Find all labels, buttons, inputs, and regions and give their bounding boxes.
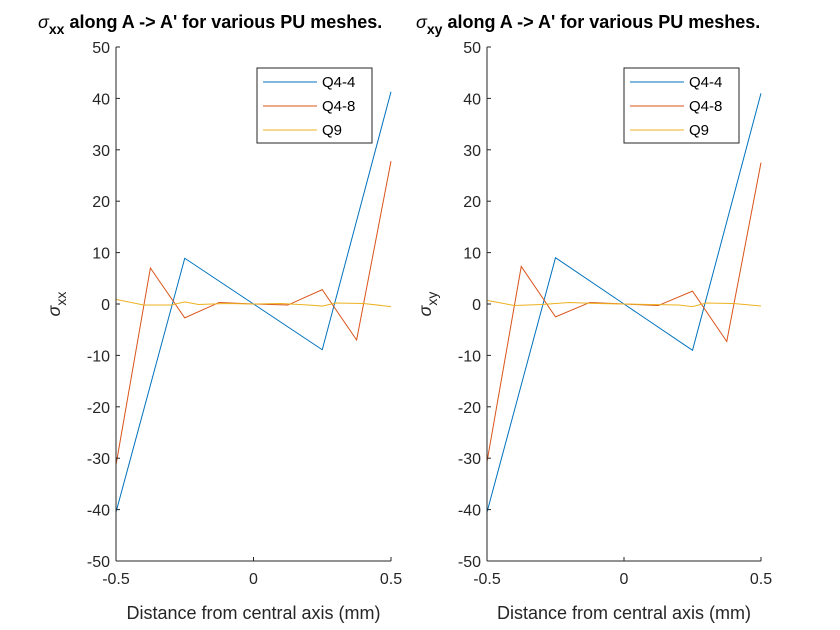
x-axis-label: Distance from central axis (mm) xyxy=(497,603,751,623)
legend-entry: Q9 xyxy=(322,122,342,139)
legend: Q4-4 Q4-8 Q9 xyxy=(623,67,740,144)
y-tick-label: 40 xyxy=(92,91,110,108)
y-tick-label: 10 xyxy=(92,246,110,263)
series-line-q4-8 xyxy=(115,161,392,465)
series-line-q4-4 xyxy=(486,93,762,513)
x-tick-label: 0.5 xyxy=(750,571,772,588)
chart-title: σxx along A -> A' for various PU meshes. xyxy=(38,12,382,37)
legend-entry: Q4-8 xyxy=(689,98,722,115)
y-tick-label: 50 xyxy=(92,40,110,57)
series-line-q4-4 xyxy=(115,91,392,513)
y-tick-label: 50 xyxy=(463,40,481,57)
y-tick-label: -20 xyxy=(458,400,481,417)
chart-title-symbol: σ xyxy=(416,12,428,32)
chart-title: σxy along A -> A' for various PU meshes. xyxy=(416,12,760,37)
x-tick-label: -0.5 xyxy=(102,571,130,588)
legend-entry: Q4-8 xyxy=(322,98,355,115)
chart-panel-1: -50 -40 -30 -20 -10 0 10 20 30 40 50 -0.5 0 0.5Distan… xyxy=(38,12,402,623)
legend-entry: Q4-4 xyxy=(689,74,722,91)
series-group xyxy=(486,93,762,513)
legend-entry: Q9 xyxy=(689,122,709,139)
series-line-q9 xyxy=(486,299,762,308)
y-tick-label: -50 xyxy=(87,554,110,571)
y-tick-label: 0 xyxy=(101,297,110,314)
y-tick-label: -40 xyxy=(458,503,481,520)
y-tick-label: 20 xyxy=(463,194,481,211)
x-tick-label: 0 xyxy=(620,571,629,588)
y-tick-label: -10 xyxy=(87,348,110,365)
y-tick-label: -20 xyxy=(87,400,110,417)
y-axis-label-subscript: xy xyxy=(424,292,440,306)
y-tick-label: -30 xyxy=(87,451,110,468)
y-axis-label-symbol: σ xyxy=(415,304,435,316)
legend-entry: Q4-4 xyxy=(322,74,355,91)
chart-panel-2: -50 -40 -30 -20 -10 0 10 20 30 40 50 -0.5 0 0.5 Distan… xyxy=(415,12,772,623)
chart-title-text: along A -> A' for various PU meshes. xyxy=(442,12,760,32)
y-tick-label: -50 xyxy=(458,554,481,571)
chart-title-subscript: xx xyxy=(49,21,65,37)
series-line-q4-8 xyxy=(486,162,762,462)
x-tick-label: 0.5 xyxy=(380,571,402,588)
y-tick-label: 10 xyxy=(463,246,481,263)
y-tick-label: 40 xyxy=(463,91,481,108)
y-tick-label: 30 xyxy=(92,143,110,160)
y-axis-label-symbol: σ xyxy=(44,304,64,316)
legend: Q4-4 Q4-8 Q9 xyxy=(256,67,373,144)
x-tick-label: -0.5 xyxy=(473,571,501,588)
y-tick-label: -40 xyxy=(87,503,110,520)
chart-title-subscript: xy xyxy=(427,21,443,37)
y-tick-label: 0 xyxy=(472,297,481,314)
chart-title-text: along A -> A' for various PU meshes. xyxy=(64,12,382,32)
y-tick-label: 30 xyxy=(463,143,481,160)
x-axis-label: Distance from central axis (mm) xyxy=(126,603,380,623)
x-tick-label: 0 xyxy=(249,571,258,588)
y-tick-label: 20 xyxy=(92,194,110,211)
y-tick-label: -10 xyxy=(458,348,481,365)
y-axis-label: σxx xyxy=(44,292,69,317)
chart-title-symbol: σ xyxy=(38,12,50,32)
y-axis-label: σxy xyxy=(415,292,440,317)
series-group xyxy=(115,91,392,513)
series-line-q9 xyxy=(115,298,392,308)
y-tick-label: -30 xyxy=(458,451,481,468)
y-axis-label-subscript: xx xyxy=(53,292,69,306)
